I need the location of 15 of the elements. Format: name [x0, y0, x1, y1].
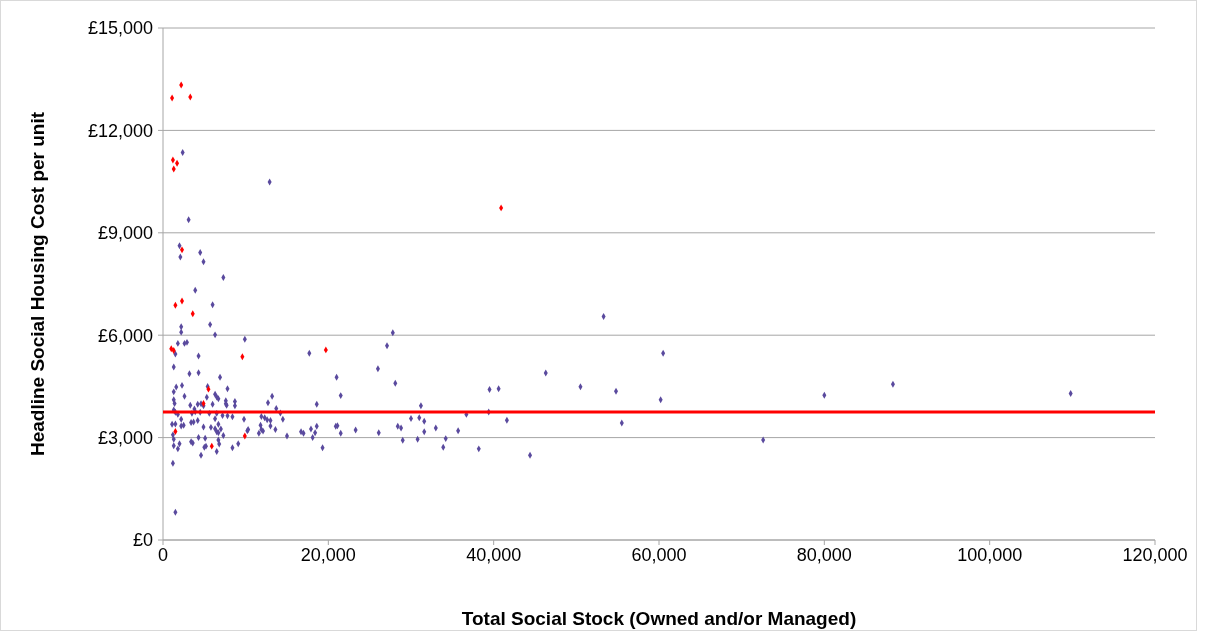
x-tick-label: 80,000: [796, 545, 852, 565]
y-tick-label: £3,000: [97, 427, 153, 448]
x-tick-label: 40,000: [466, 545, 522, 565]
y-tick-label: £6,000: [97, 325, 153, 346]
y-tick-label: £0: [132, 530, 153, 551]
x-tick-label: 100,000: [957, 545, 1023, 565]
x-tick-label: 120,000: [1122, 545, 1188, 565]
y-tick-label: £9,000: [97, 223, 153, 244]
y-tick-label: £12,000: [87, 120, 153, 141]
x-axis-title: Total Social Stock (Owned and/or Managed): [461, 608, 857, 629]
x-tick-label: 60,000: [631, 545, 687, 565]
x-tick-label: 0: [157, 545, 169, 565]
x-tick-label: 20,000: [300, 545, 356, 565]
y-tick-label: £15,000: [87, 18, 153, 39]
y-axis-title: Headline Social Housing Cost per unit: [27, 111, 48, 457]
